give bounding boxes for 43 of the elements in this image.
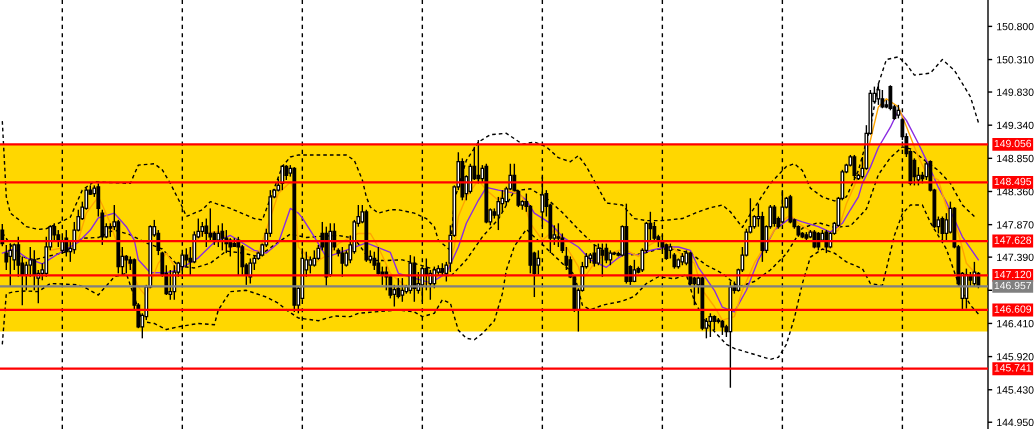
ref-line-label: 147.628 (994, 236, 1032, 244)
y-tick-label: 148.850 (997, 154, 1034, 163)
candlestick (4, 244, 9, 271)
y-tick-label: 145.430 (997, 386, 1034, 394)
ref-line-label: 147.120 (994, 270, 1032, 279)
candlestick (944, 212, 949, 241)
candlestick (596, 242, 601, 266)
y-tick-label: 147.870 (997, 221, 1034, 229)
y-tick-label: 150.800 (997, 22, 1034, 31)
candlestick (280, 164, 285, 191)
candlestick (184, 247, 189, 268)
ref-line-label: 145.741 (994, 364, 1032, 372)
y-tick-label: 146.410 (997, 319, 1034, 328)
candlestick (400, 277, 405, 303)
candlestick (168, 269, 173, 301)
candlestick (852, 154, 857, 180)
ref-line-label: 146.957 (994, 281, 1032, 290)
candlestick (372, 251, 377, 271)
y-tick-label: 147.390 (997, 253, 1034, 262)
y-tick-label: 149.340 (997, 121, 1034, 130)
y-tick-label: 148.360 (997, 187, 1034, 196)
candlestick (816, 231, 821, 252)
candlestick (876, 82, 881, 106)
candlestick (564, 246, 569, 271)
ref-line-label: 148.495 (994, 177, 1032, 186)
candlestick (536, 249, 541, 276)
candlestick (556, 222, 561, 248)
candlestick (940, 215, 945, 241)
candlestick (496, 196, 501, 231)
y-tick-label: 149.830 (997, 88, 1034, 96)
candlestick (24, 261, 29, 291)
ref-line-label: 146.609 (994, 305, 1032, 313)
candlestick (204, 217, 209, 248)
candlestick (512, 163, 517, 193)
candlestick (708, 312, 713, 338)
y-tick-label: 144.950 (997, 418, 1034, 427)
candlestick (376, 246, 381, 276)
candlestick (592, 244, 597, 268)
y-tick-label: 150.310 (997, 56, 1034, 64)
candlestick (772, 204, 777, 228)
ref-line-label: 149.056 (994, 139, 1032, 148)
y-tick-label: 145.920 (997, 353, 1034, 361)
candlestick (216, 224, 221, 248)
